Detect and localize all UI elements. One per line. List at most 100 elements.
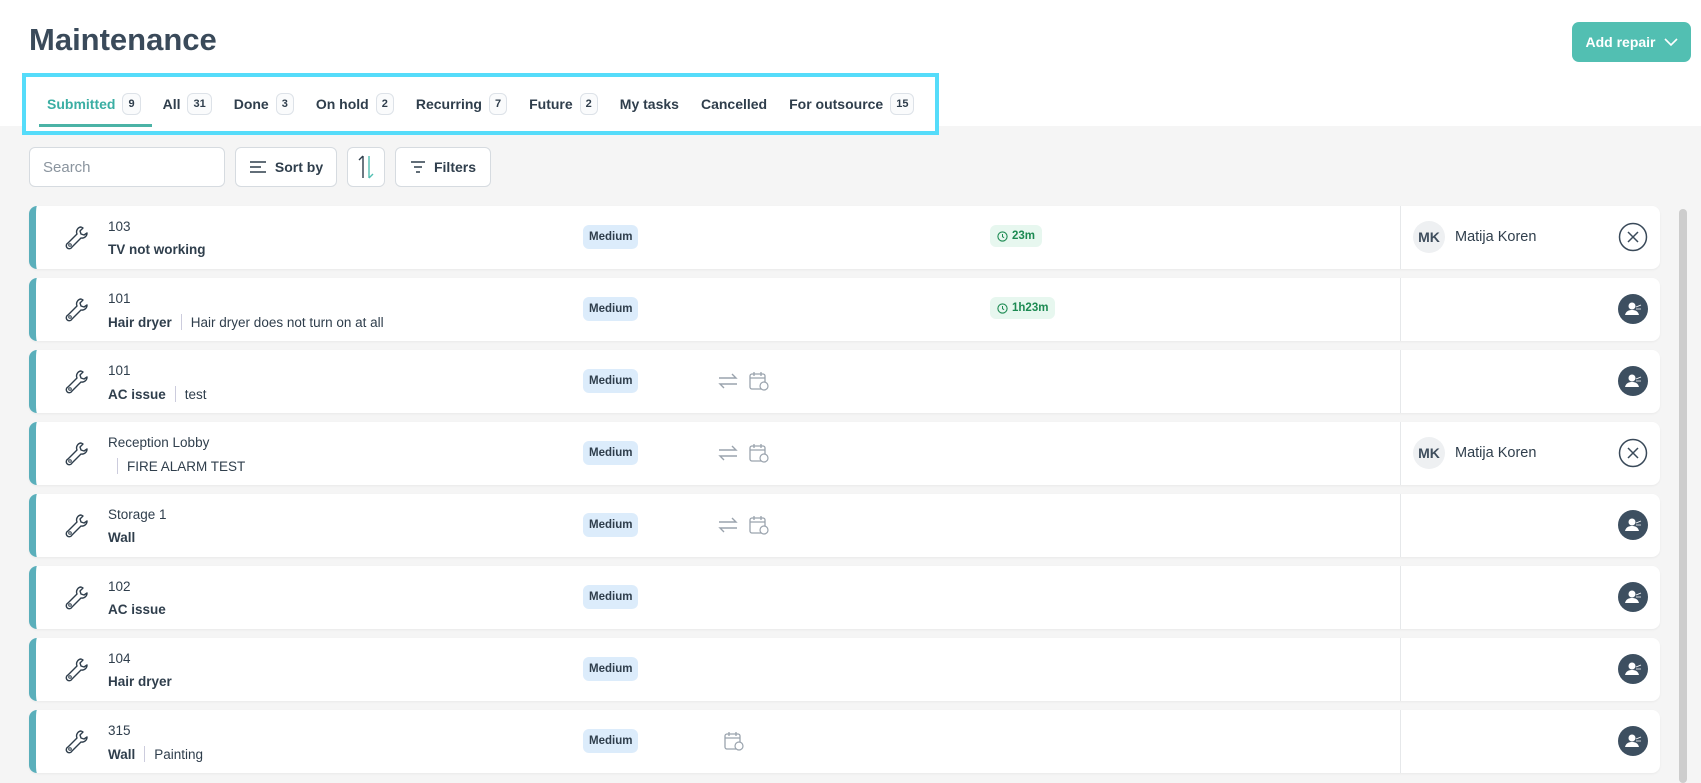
avatar: MK bbox=[1413, 437, 1445, 469]
column-divider bbox=[1400, 566, 1401, 629]
priority-badge: Medium bbox=[583, 297, 639, 321]
task-description: FIRE ALARM TEST bbox=[127, 458, 246, 474]
separator bbox=[117, 458, 118, 474]
sort-lines-icon bbox=[249, 161, 266, 173]
tab-submitted[interactable]: Submitted 9 bbox=[36, 77, 152, 131]
task-row[interactable]: Reception Lobby FIRE ALARM TEST Medium M… bbox=[29, 422, 1660, 485]
timer-value: 1h23m bbox=[1012, 302, 1049, 314]
tab-count-badge: 7 bbox=[488, 93, 508, 115]
tab-cancelled[interactable]: Cancelled bbox=[690, 77, 778, 131]
unassign-icon[interactable] bbox=[1618, 222, 1648, 252]
task-summary: Hair dryer bbox=[108, 674, 172, 689]
task-row[interactable]: 103 TV not working Medium 23m MK Matija K… bbox=[29, 206, 1660, 269]
add-repair-button[interactable]: Add repair bbox=[1572, 22, 1691, 62]
tab-label: Cancelled bbox=[700, 96, 768, 112]
unassign-icon[interactable] bbox=[1618, 438, 1648, 468]
task-row[interactable]: 104 Hair dryer Medium bbox=[29, 638, 1660, 701]
task-row[interactable]: Storage 1 Wall Medium bbox=[29, 494, 1660, 557]
tab-all[interactable]: All 31 bbox=[152, 77, 223, 131]
task-flags bbox=[716, 514, 770, 536]
task-location: Reception Lobby bbox=[108, 435, 210, 450]
assign-user-icon[interactable] bbox=[1618, 582, 1648, 612]
clock-icon bbox=[997, 302, 1008, 314]
schedule-calendar-icon bbox=[749, 372, 769, 391]
wrench-icon bbox=[65, 298, 88, 322]
filters-label: Filters bbox=[433, 159, 476, 175]
wrench-icon bbox=[65, 226, 88, 250]
assign-user-icon[interactable] bbox=[1618, 726, 1648, 756]
priority-badge: Medium bbox=[583, 729, 639, 753]
tab-count-badge: 9 bbox=[122, 93, 141, 115]
column-divider bbox=[1400, 206, 1401, 269]
separator bbox=[144, 746, 146, 762]
wrench-icon bbox=[65, 658, 88, 682]
tab-count-badge: 2 bbox=[375, 93, 394, 115]
priority-badge: Medium bbox=[583, 657, 639, 681]
task-summary: AC issue test bbox=[108, 386, 207, 402]
wrench-icon bbox=[65, 442, 88, 466]
tab-done[interactable]: Done 3 bbox=[223, 77, 305, 131]
task-description: Painting bbox=[154, 746, 204, 762]
task-title: TV not working bbox=[108, 242, 206, 257]
task-location: Storage 1 bbox=[108, 507, 167, 522]
status-tabs: Submitted 9 All 31 Done 3 On hold 2 Recurring 7 Fu… bbox=[22, 73, 939, 135]
task-row[interactable]: 101 AC issue test Medium bbox=[29, 350, 1660, 413]
task-flags bbox=[716, 442, 770, 464]
task-row[interactable]: 102 AC issue Medium bbox=[29, 566, 1660, 629]
assign-user-icon[interactable] bbox=[1618, 294, 1648, 324]
assign-user-icon[interactable] bbox=[1618, 654, 1648, 684]
tab-label: On hold bbox=[315, 96, 369, 112]
sort-order-button[interactable] bbox=[347, 147, 385, 187]
task-location: 101 bbox=[108, 363, 131, 378]
task-description: Hair dryer does not turn on at all bbox=[190, 314, 384, 330]
task-location: 103 bbox=[108, 219, 131, 234]
separator bbox=[180, 314, 182, 330]
task-title: AC issue bbox=[108, 602, 166, 617]
task-description: test bbox=[184, 386, 207, 402]
timer-value: 23m bbox=[1012, 230, 1036, 242]
clock-icon bbox=[997, 230, 1008, 242]
column-divider bbox=[1400, 350, 1401, 413]
task-summary: Wall bbox=[108, 530, 135, 545]
column-divider bbox=[1400, 494, 1401, 557]
wrench-icon bbox=[65, 370, 88, 394]
column-divider bbox=[1400, 710, 1401, 773]
tab-my-tasks[interactable]: My tasks bbox=[609, 77, 690, 131]
assign-user-icon[interactable] bbox=[1618, 366, 1648, 396]
tab-future[interactable]: Future 2 bbox=[518, 77, 609, 131]
task-title: Wall bbox=[108, 530, 136, 545]
schedule-calendar-icon bbox=[749, 516, 769, 535]
tab-label: All bbox=[162, 96, 181, 112]
filters-button[interactable]: Filters bbox=[395, 147, 491, 187]
search-input[interactable]: Search bbox=[29, 147, 225, 187]
task-row[interactable]: 101 Hair dryer Hair dryer does not turn o… bbox=[29, 278, 1660, 341]
scrollbar[interactable] bbox=[1679, 209, 1687, 783]
elapsed-timer-badge: 23m bbox=[990, 225, 1043, 247]
column-divider bbox=[1400, 278, 1401, 341]
sort-order-icon bbox=[358, 155, 374, 179]
task-title: Hair dryer bbox=[108, 314, 172, 330]
page-title: Maintenance bbox=[29, 22, 217, 57]
tab-label: For outsource bbox=[789, 96, 884, 112]
tab-on-hold[interactable]: On hold 2 bbox=[305, 77, 405, 131]
tab-for-outsource[interactable]: For outsource 15 bbox=[778, 77, 925, 131]
column-divider bbox=[1400, 422, 1401, 485]
priority-badge: Medium bbox=[583, 513, 639, 537]
task-summary: Wall Painting bbox=[108, 746, 203, 762]
sort-by-button[interactable]: Sort by bbox=[235, 147, 337, 187]
tab-count-badge: 3 bbox=[275, 93, 294, 115]
sort-by-label: Sort by bbox=[274, 159, 324, 175]
task-row[interactable]: 315 Wall Painting Medium bbox=[29, 710, 1660, 773]
task-location: 315 bbox=[108, 723, 131, 738]
tab-label: My tasks bbox=[619, 96, 679, 112]
task-location: 104 bbox=[108, 651, 131, 666]
task-title: Hair dryer bbox=[108, 674, 172, 689]
task-title: Wall bbox=[108, 746, 136, 762]
tab-recurring[interactable]: Recurring 7 bbox=[405, 77, 518, 131]
assign-user-icon[interactable] bbox=[1618, 510, 1648, 540]
chevron-down-icon bbox=[1663, 37, 1678, 46]
task-flags bbox=[723, 730, 745, 752]
task-location: 102 bbox=[108, 579, 131, 594]
assignee-name: Matija Koren bbox=[1455, 445, 1537, 461]
separator bbox=[174, 386, 176, 402]
